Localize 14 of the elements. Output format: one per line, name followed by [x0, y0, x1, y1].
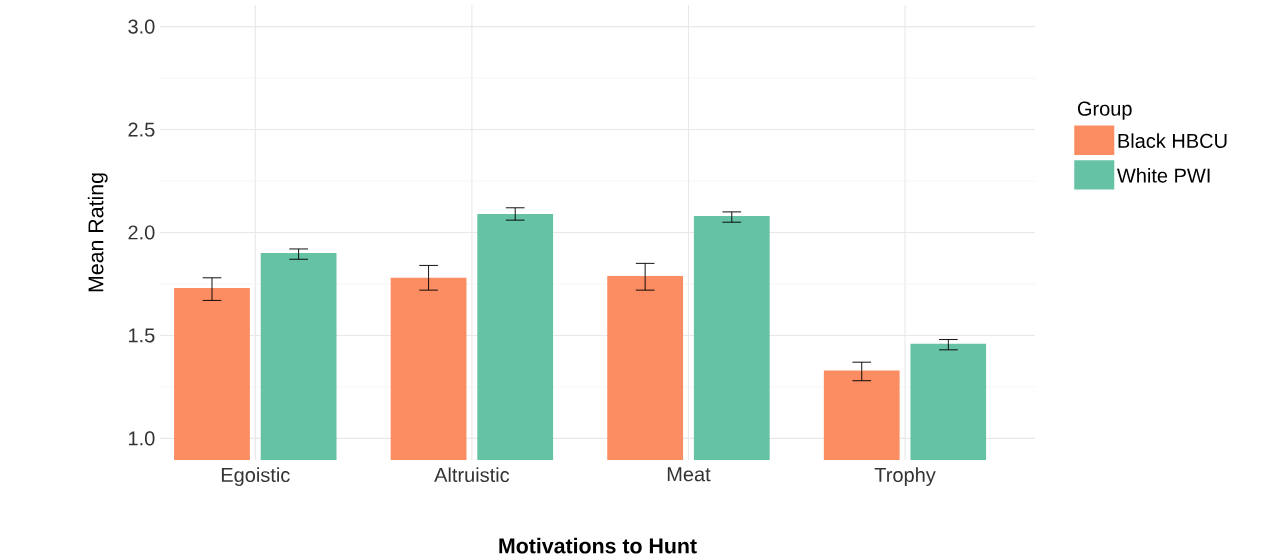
x-tick-label: Meat — [667, 467, 711, 482]
x-tick-label: Egoistic — [221, 467, 290, 486]
x-axis-title: Motivations to Hunt — [499, 537, 697, 554]
legend-label: Black HBCU — [1118, 133, 1227, 148]
y-tick-label: 1.5 — [129, 328, 155, 343]
y-tick-label: 3.0 — [128, 19, 155, 34]
y-tick-label: 2.0 — [128, 225, 155, 240]
legend-label: White PWI — [1117, 167, 1210, 183]
x-tick-label: Trophy — [874, 467, 936, 486]
x-tick-label: Altruistic — [434, 467, 510, 483]
y-tick-label: 1.0 — [129, 431, 155, 446]
y-axis-title: Mean Rating — [87, 173, 108, 292]
y-tick-label: 2.5 — [128, 122, 155, 137]
legend-title: Group — [1077, 101, 1132, 120]
